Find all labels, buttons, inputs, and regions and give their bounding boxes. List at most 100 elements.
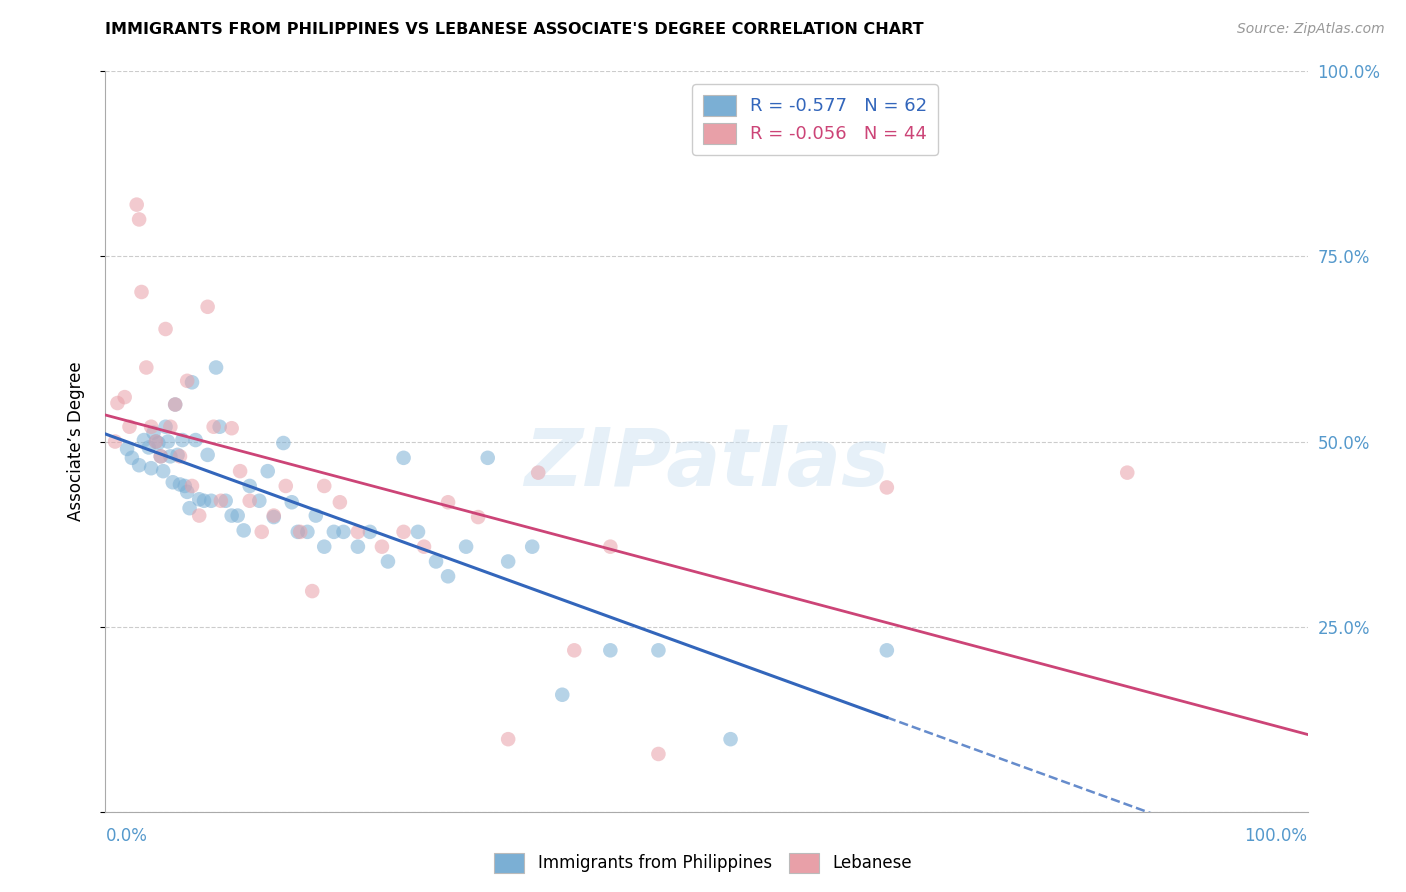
Point bbox=[226, 508, 249, 523]
Point bbox=[188, 508, 211, 523]
Point bbox=[359, 524, 381, 539]
Point bbox=[159, 450, 181, 464]
Point bbox=[496, 732, 519, 747]
Point bbox=[263, 508, 285, 523]
Point bbox=[176, 484, 198, 499]
Point bbox=[149, 450, 172, 464]
Point bbox=[148, 436, 170, 450]
Point bbox=[184, 433, 207, 447]
Point bbox=[152, 464, 174, 478]
Y-axis label: Associate’s Degree: Associate’s Degree bbox=[66, 362, 84, 521]
Point bbox=[467, 510, 489, 524]
Point bbox=[329, 495, 352, 509]
Text: IMMIGRANTS FROM PHILIPPINES VS LEBANESE ASSOCIATE'S DEGREE CORRELATION CHART: IMMIGRANTS FROM PHILIPPINES VS LEBANESE … bbox=[105, 22, 924, 37]
Point bbox=[314, 479, 336, 493]
Point bbox=[256, 464, 278, 478]
Point bbox=[437, 495, 460, 509]
Point bbox=[522, 540, 544, 554]
Point bbox=[347, 540, 370, 554]
Point bbox=[314, 540, 336, 554]
Point bbox=[131, 285, 153, 299]
Point bbox=[647, 747, 669, 761]
Point bbox=[263, 510, 285, 524]
Point bbox=[392, 450, 415, 465]
Point bbox=[876, 643, 898, 657]
Point bbox=[232, 524, 254, 538]
Point bbox=[392, 524, 415, 539]
Point bbox=[104, 434, 127, 449]
Point bbox=[156, 434, 179, 449]
Point bbox=[214, 493, 236, 508]
Point bbox=[221, 508, 243, 523]
Point bbox=[138, 441, 160, 455]
Point bbox=[413, 540, 436, 554]
Point bbox=[128, 458, 150, 473]
Point bbox=[181, 376, 204, 390]
Point bbox=[139, 461, 162, 475]
Text: 0.0%: 0.0% bbox=[105, 827, 148, 845]
Point bbox=[149, 450, 172, 464]
Point bbox=[371, 540, 394, 554]
Point bbox=[115, 442, 138, 456]
Point bbox=[332, 524, 354, 539]
Point bbox=[173, 479, 195, 493]
Point bbox=[305, 508, 328, 523]
Point bbox=[145, 434, 167, 449]
Point bbox=[205, 360, 228, 375]
Point bbox=[477, 450, 499, 465]
Point bbox=[599, 643, 621, 657]
Point bbox=[188, 492, 211, 507]
Point bbox=[209, 493, 232, 508]
Point bbox=[301, 584, 323, 599]
Point bbox=[274, 479, 297, 493]
Point bbox=[527, 466, 550, 480]
Point bbox=[247, 493, 270, 508]
Point bbox=[121, 450, 143, 465]
Text: 100.0%: 100.0% bbox=[1244, 827, 1308, 845]
Point bbox=[200, 493, 222, 508]
Point bbox=[454, 540, 477, 554]
Point bbox=[142, 425, 165, 440]
Point bbox=[562, 643, 585, 657]
Point bbox=[176, 374, 198, 388]
Point bbox=[425, 554, 447, 568]
Point bbox=[720, 732, 742, 747]
Point bbox=[155, 419, 177, 434]
Point bbox=[197, 448, 219, 462]
Point bbox=[208, 419, 231, 434]
Point bbox=[287, 524, 309, 539]
Point bbox=[125, 197, 148, 211]
Point bbox=[193, 493, 215, 508]
Point bbox=[128, 212, 150, 227]
Point bbox=[322, 524, 344, 539]
Point bbox=[166, 448, 188, 462]
Point bbox=[165, 397, 187, 411]
Point bbox=[181, 479, 204, 493]
Point bbox=[169, 477, 191, 491]
Point bbox=[297, 524, 319, 539]
Point bbox=[273, 436, 295, 450]
Point bbox=[347, 524, 370, 539]
Point bbox=[377, 554, 399, 568]
Point bbox=[169, 450, 191, 464]
Point bbox=[229, 464, 252, 478]
Text: ZIPatlas: ZIPatlas bbox=[524, 425, 889, 503]
Legend: R = -0.577   N = 62, R = -0.056   N = 44: R = -0.577 N = 62, R = -0.056 N = 44 bbox=[692, 84, 938, 154]
Point bbox=[159, 419, 181, 434]
Point bbox=[437, 569, 460, 583]
Point bbox=[132, 433, 155, 447]
Point bbox=[406, 524, 429, 539]
Point bbox=[1116, 466, 1139, 480]
Point bbox=[250, 524, 273, 539]
Point bbox=[107, 396, 129, 410]
Point bbox=[202, 419, 225, 434]
Point bbox=[496, 554, 519, 568]
Point bbox=[135, 360, 157, 375]
Point bbox=[647, 643, 669, 657]
Point bbox=[876, 480, 898, 494]
Point bbox=[197, 300, 219, 314]
Point bbox=[281, 495, 304, 509]
Point bbox=[290, 524, 312, 539]
Text: Source: ZipAtlas.com: Source: ZipAtlas.com bbox=[1237, 22, 1385, 37]
Point bbox=[139, 419, 162, 434]
